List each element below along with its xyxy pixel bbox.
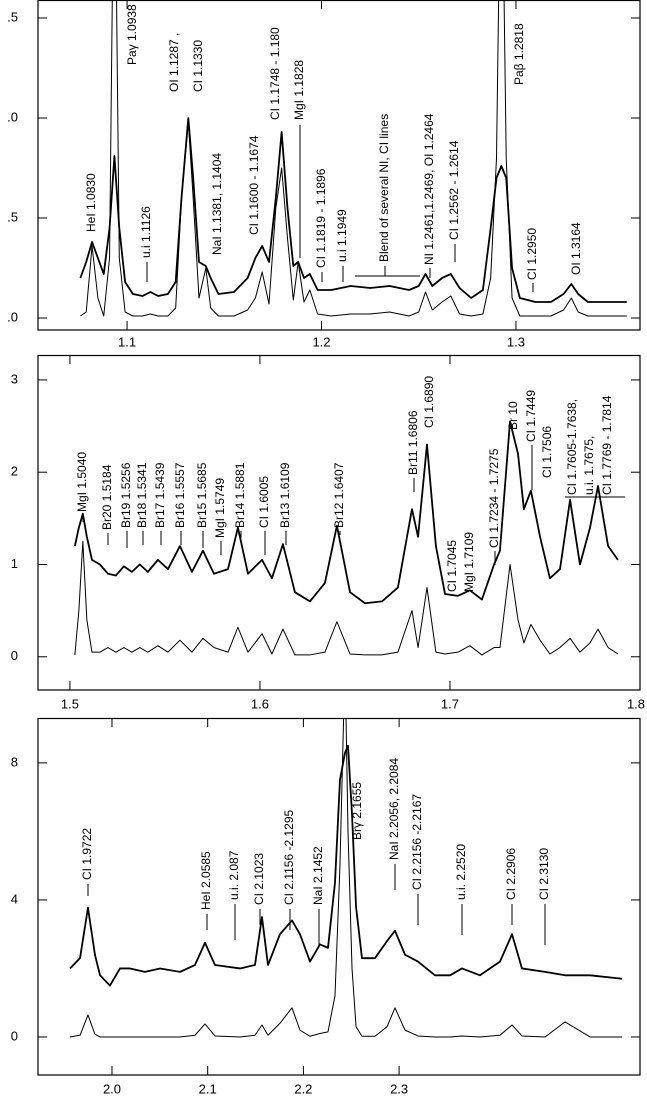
y-tick-label: .0: [7, 109, 18, 124]
line-label: NaI 2.2056, 2.2084: [387, 758, 401, 860]
line-label: MgI 1.5040: [75, 452, 89, 512]
y-tick-label: 2: [11, 464, 18, 479]
line-label: u.i 1.1949: [335, 209, 349, 262]
line-label: CI 2.2156 -2.2167: [410, 794, 424, 890]
line-label: CI 1.7449: [524, 390, 538, 442]
line-label: Br11 1.6806: [406, 410, 420, 475]
y-tick-label: .5: [7, 9, 18, 24]
line-label: OI 1.3164: [569, 222, 583, 275]
line-label: Br19 1.5256: [119, 462, 133, 528]
line-label: Br 10: [506, 401, 520, 430]
line-label: NI 1.2461,1.2469, OI 1.2464: [422, 113, 436, 265]
line-label: CI 2.1156 -2.1295: [282, 809, 296, 905]
x-tick-label: 1.1: [118, 334, 136, 349]
y-tick-label: 0: [11, 1028, 18, 1043]
line-label: CI 1.7506: [540, 426, 554, 478]
line-label: u.i. 1.7675,: [582, 436, 596, 495]
plot-frame: [37, 0, 641, 331]
line-label: NaI 1.1381, 1.1404: [210, 153, 224, 255]
line-label: CI 1.1748 - 1.180: [268, 27, 282, 120]
spectrum-line: [69, 744, 623, 987]
line-label: CI 2.2906: [504, 848, 518, 900]
line-label: Br15 1.5685: [195, 462, 209, 528]
spectrum-line: [73, 420, 619, 605]
line-label: CI 2.1023: [252, 853, 266, 905]
y-tick-label: .5: [7, 209, 18, 224]
x-tick-label: 1.5: [61, 696, 79, 711]
line-label: NaI 2.1452: [311, 846, 325, 905]
line-label: CI 1.2950: [525, 228, 539, 280]
plot-frame: [37, 354, 641, 691]
spectrum-line: [74, 540, 619, 656]
y-tick-label: .0: [7, 309, 18, 324]
x-tick-label: 1.8: [627, 696, 645, 711]
line-label: CI 1.7769 - 1.7814: [600, 395, 614, 495]
y-tick-label: 0: [11, 648, 18, 663]
x-tick-label: 1.7: [441, 696, 459, 711]
line-label: CI 1.7234 - 1.7275: [487, 448, 501, 548]
line-label: Br17 1.5439: [153, 462, 167, 528]
line-label: Br18 1.5341: [135, 462, 149, 528]
x-tick-label: 2.3: [390, 1081, 408, 1096]
line-label: CI 1.1330: [191, 40, 205, 92]
y-tick-label: 3: [11, 371, 18, 386]
line-label: Blend of several NI, CI lines: [377, 114, 391, 262]
spectrum-line: [79, 117, 627, 303]
line-label: Br16 1.5557: [173, 462, 187, 528]
line-label: CI 1.7605-1.7638,: [565, 399, 579, 495]
line-label: Paγ 1.0938: [125, 4, 139, 65]
line-label: CI 1.9722: [80, 828, 94, 880]
y-tick-label: 1: [11, 556, 18, 571]
line-label: u.i 1.1126: [139, 206, 153, 258]
x-tick-label: 1.6: [251, 696, 269, 711]
spectrum-line: [69, 718, 623, 1038]
line-label: MgI 1.1828: [292, 60, 306, 120]
spectrum-line: [80, 0, 627, 317]
x-tick-label: 1.3: [507, 334, 525, 349]
line-label: OI 1.1287 ,: [167, 33, 181, 92]
x-tick-label: 2.1: [199, 1081, 217, 1096]
plot-frame: [37, 717, 641, 1076]
line-label: CI 2.3130: [537, 848, 551, 900]
line-label: HeI 1.0830: [84, 173, 98, 232]
line-label: HeI 2.0585: [199, 851, 213, 910]
line-label: CI 1.1600 - 1.1674: [247, 135, 261, 235]
x-tick-label: 2.0: [103, 1081, 121, 1096]
line-label: u.i. 2.087: [227, 850, 241, 900]
x-tick-label: 1.2: [312, 334, 330, 349]
line-label: CI 1.2562 - 1.2614: [447, 140, 461, 240]
line-label: CI 1.6005: [257, 476, 271, 528]
line-label: Paβ 1.2818: [512, 23, 526, 85]
y-tick-label: 8: [11, 754, 18, 769]
line-label: CI 1.1819 - 1.1896: [314, 168, 328, 268]
line-label: u.i. 2.2520: [454, 844, 468, 900]
line-label: CI 1.7045: [445, 540, 459, 592]
line-label: CI 1.6890: [422, 376, 436, 428]
line-label: Br20 1.5184: [100, 464, 114, 530]
line-label: Brγ 2.1655: [350, 782, 364, 840]
panel: 0 1 2 3 1.5 1.6 1.7 1.8 MgI 1.5040 Br20 1.5184 Br1…: [11, 354, 645, 711]
line-label: MgI 1.7109: [462, 532, 476, 592]
line-label: Br13 1.6109: [278, 462, 292, 528]
x-tick-label: 2.2: [294, 1081, 312, 1096]
panel: 0 4 8 2.0 2.1 2.2 2.3 CI 1.9722 HeI 2.0585 u.i. 2…: [11, 717, 641, 1096]
line-label: Br12 1.6407: [332, 462, 346, 528]
panel: .0 .5 .0 .5 1.1 1.2 1.3 HeI 1.0830 Paγ 1.0938 OI …: [7, 0, 641, 349]
y-tick-label: 4: [11, 891, 18, 906]
line-label: Br14 1.5881: [233, 462, 247, 528]
line-label: MgI 1.5749: [213, 478, 227, 538]
